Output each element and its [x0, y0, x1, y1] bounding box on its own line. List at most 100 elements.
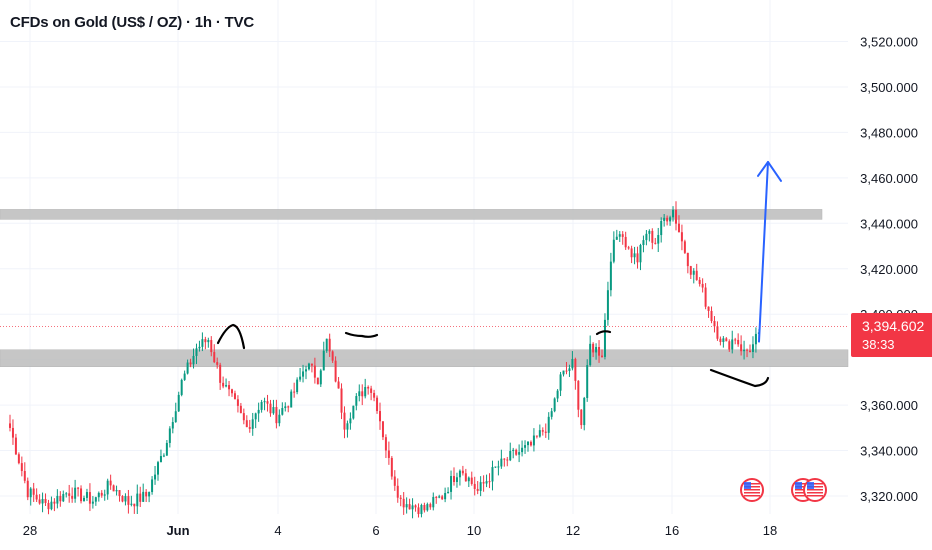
candle-body [379, 411, 381, 422]
y-axis-tick-label: 3,520.000 [860, 35, 918, 50]
x-axis-tick-label: 28 [23, 523, 37, 538]
flag-stripe [807, 486, 823, 488]
candle-body [411, 505, 414, 510]
candle-body [162, 455, 165, 457]
candle-body [313, 365, 316, 378]
candle-body [192, 355, 195, 365]
candle-body [701, 283, 704, 288]
candle-body [393, 476, 396, 486]
candle-body [387, 450, 390, 458]
candle-body [100, 492, 103, 496]
candle-body [535, 435, 538, 437]
flag-stripe [744, 486, 760, 488]
candle-body [689, 266, 692, 275]
candle-body [272, 407, 275, 414]
x-axis-tick-label: 6 [372, 523, 379, 538]
candle-body [435, 496, 438, 498]
candle-body [204, 339, 207, 343]
candle-body [695, 270, 698, 280]
candle-body [358, 391, 361, 397]
candle-body [743, 349, 746, 352]
candle-body [603, 319, 606, 357]
y-axis-tick-label: 3,480.000 [860, 125, 918, 140]
candle-body [337, 381, 340, 389]
candle-body [242, 413, 245, 421]
candle-body [245, 420, 248, 428]
candle-body [278, 414, 281, 424]
candle-body [680, 232, 683, 242]
candle-body [106, 480, 109, 495]
flag-stripe [807, 483, 823, 485]
candle-body [381, 421, 384, 438]
candle-body [213, 352, 216, 363]
candle-body [458, 470, 461, 478]
candle-body [580, 409, 583, 426]
candle-body [461, 470, 464, 474]
candle-body [654, 242, 657, 244]
flag-stripe [807, 495, 823, 497]
candle-body [239, 405, 242, 414]
candle-body [310, 363, 313, 366]
bar-countdown: 38:33 [862, 337, 895, 352]
candle-body [370, 388, 373, 393]
candle-body [127, 496, 130, 505]
candle-body [136, 493, 139, 507]
candle-body [660, 220, 663, 236]
candle-body [186, 362, 189, 374]
x-axis-tick-label: 12 [566, 523, 580, 538]
candle-body [91, 501, 94, 504]
candle-body [577, 380, 580, 410]
candle-body [88, 492, 91, 504]
candle-body [145, 491, 148, 497]
candle-body [26, 480, 29, 498]
candle-body [453, 476, 455, 482]
candle-body [586, 365, 589, 398]
candle-body [346, 423, 349, 430]
candle-body [547, 416, 550, 433]
candle-body [663, 217, 666, 221]
candle-body [219, 364, 222, 383]
candle-body [97, 492, 100, 498]
candle-body [207, 340, 210, 343]
drawn-marker [595, 330, 612, 336]
candle-body [686, 252, 689, 267]
candle-body [722, 338, 725, 343]
candle-body [515, 449, 518, 455]
candle-body [14, 437, 17, 455]
candle-body [23, 471, 26, 481]
candle-body [636, 253, 639, 263]
candle-body [476, 488, 479, 491]
candle-body [544, 431, 547, 433]
flag-canton [807, 482, 814, 489]
candle-body [168, 428, 171, 443]
candle-body [716, 326, 719, 339]
candle-body [642, 240, 645, 246]
candle-body [165, 442, 168, 456]
candle-body [719, 338, 722, 343]
candle-body [710, 310, 713, 322]
candle-body [53, 501, 56, 504]
candle-body [467, 477, 470, 482]
candle-body [731, 339, 734, 350]
flag-stripe [795, 483, 811, 485]
x-axis-tick-label: Jun [166, 523, 189, 538]
candle-body [402, 498, 405, 508]
y-axis-tick-label: 3,340.000 [860, 444, 918, 459]
x-axis-tick-label: 10 [467, 523, 481, 538]
candle-body [322, 350, 325, 371]
flag-canton [795, 482, 802, 489]
candle-body [615, 236, 618, 240]
last-price-tag: 3,394.602 38:33 [851, 313, 932, 357]
candle-body [728, 341, 731, 350]
candle-body [704, 287, 707, 307]
candle-body [455, 477, 458, 482]
candle-body [538, 430, 541, 437]
flag-canton [744, 482, 751, 489]
candle-body [71, 495, 74, 499]
y-axis-tick-label: 3,320.000 [860, 489, 918, 504]
candle-body [201, 339, 204, 347]
candle-body [349, 418, 352, 424]
candle-body [305, 369, 307, 372]
candle-body [364, 387, 367, 397]
